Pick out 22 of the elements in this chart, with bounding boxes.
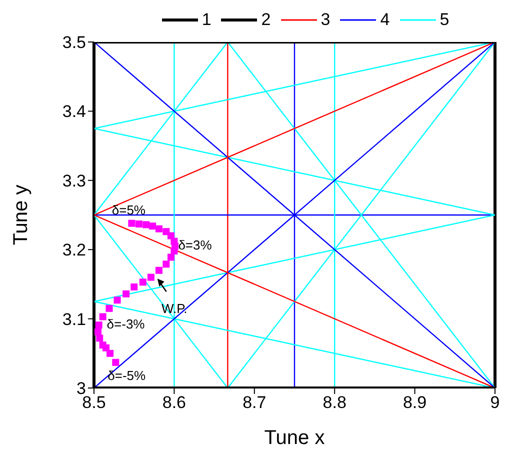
y-tick-label: 3.4 [62, 102, 86, 122]
y-axis-title: Tune y [10, 184, 32, 246]
y-tick-label: 3.3 [62, 171, 86, 190]
legend-label: 4 [380, 10, 390, 30]
y-tick-label: 3.1 [62, 310, 86, 329]
annotation: δ=5% [112, 202, 146, 218]
x-tick-label: 8.8 [322, 393, 346, 412]
x-axis-title: Tune x [264, 427, 325, 449]
x-tick-label: 8.6 [162, 393, 186, 412]
annotation: δ=3% [178, 238, 212, 253]
legend-label: 5 [440, 10, 450, 30]
legend-label: 2 [261, 10, 271, 30]
y-tick-label: 3.2 [62, 240, 86, 260]
x-tick-label: 8.7 [242, 393, 266, 412]
y-tick-label: 3.5 [62, 33, 86, 52]
x-tick-label: 8.9 [402, 393, 427, 412]
x-tick-label: 9 [490, 393, 500, 412]
legend-label: 3 [320, 10, 330, 30]
legend-label: 1 [202, 10, 212, 30]
annotation: δ=-3% [106, 316, 146, 332]
annotation: δ=-5% [108, 368, 146, 383]
x-tick-label: 8.5 [82, 393, 106, 412]
